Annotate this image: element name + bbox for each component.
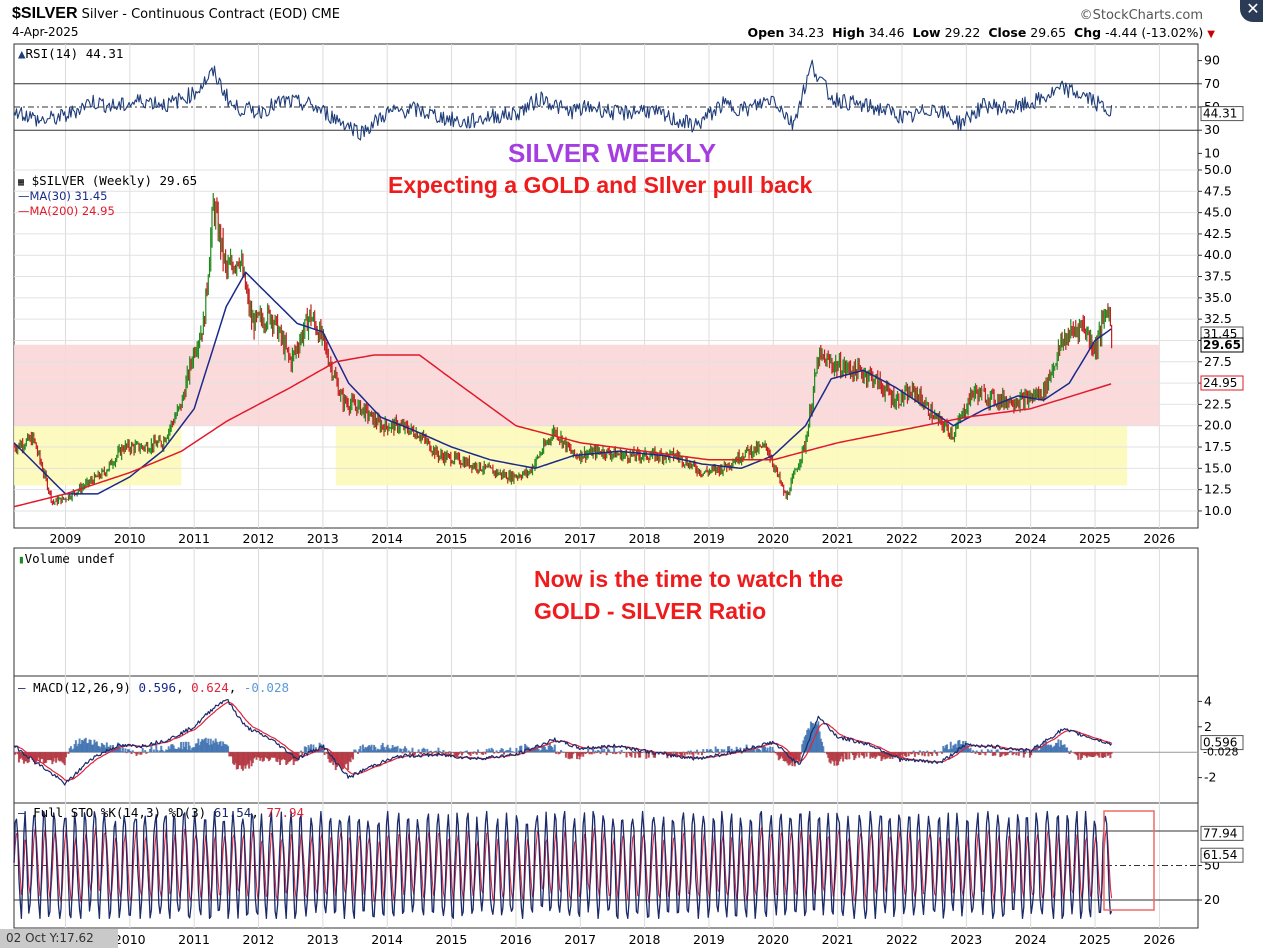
x-tick-label: 2021 — [822, 932, 854, 947]
y-tick-label: 10 — [1204, 145, 1220, 160]
x-tick-label: 2018 — [629, 932, 661, 947]
annotation-title: SILVER WEEKLY — [508, 138, 717, 168]
value-box — [1200, 825, 1244, 841]
x-tick-label: 2012 — [243, 932, 275, 947]
sto-legend: — Full STO %K(14,3) %D(3) 61.54, 77.94 — [18, 805, 305, 820]
y-tick-label: 32.5 — [1204, 311, 1232, 326]
y-tick-label: 90 — [1204, 53, 1220, 68]
x-tick-label: 2021 — [822, 531, 854, 546]
x-tick-label: 2020 — [757, 932, 789, 947]
annotation-subtitle: Expecting a GOLD and SIlver pull back — [388, 172, 813, 198]
x-tick-label: 2017 — [564, 531, 596, 546]
value-box-label: -0.028 — [1203, 746, 1238, 759]
x-tick-label: 2009 — [49, 531, 81, 546]
macd-line — [13, 699, 1113, 786]
y-tick-label: 45.0 — [1204, 205, 1232, 220]
close-button[interactable]: ✕ — [1240, 0, 1263, 22]
value-box-label: 24.95 — [1203, 376, 1237, 390]
y-tick-label: 30 — [1204, 122, 1220, 137]
y-tick-label: 20 — [1204, 892, 1220, 907]
x-tick-label: 2016 — [500, 531, 532, 546]
rsi-legend: ▲RSI(14) 44.31 — [18, 46, 124, 61]
y-tick-label: 15.0 — [1204, 460, 1232, 475]
value-box-label: 29.65 — [1203, 338, 1241, 352]
x-tick-label: 2011 — [178, 531, 210, 546]
chart-date: 4-Apr-2025 — [12, 25, 79, 39]
cursor-readout: 02 Oct Y:17.62 — [0, 929, 118, 948]
x-tick-label: 2014 — [371, 932, 403, 947]
x-tick-label: 2013 — [307, 932, 339, 947]
x-tick-label: 2018 — [629, 531, 661, 546]
x-tick-label: 2023 — [950, 932, 982, 947]
x-tick-label: 2016 — [500, 932, 532, 947]
y-tick-label: 40.0 — [1204, 247, 1232, 262]
volume-legend: ▮Volume undef — [18, 551, 115, 566]
ma30-line — [13, 271, 1112, 495]
exchange-label: CME — [311, 7, 340, 22]
value-box-label: 44.31 — [1203, 107, 1237, 121]
x-tick-label: 2023 — [950, 531, 982, 546]
y-tick-label: 4 — [1204, 693, 1212, 708]
y-tick-label: 42.5 — [1204, 226, 1232, 241]
y-tick-label: 37.5 — [1204, 269, 1232, 284]
x-tick-label: 2011 — [178, 932, 210, 947]
annotation-note-line1: Now is the time to watch the — [534, 566, 844, 592]
y-tick-label: 27.5 — [1204, 354, 1232, 369]
value-box — [1200, 847, 1244, 863]
y-tick-label: 2 — [1204, 719, 1212, 734]
ma200-line — [13, 354, 1112, 508]
x-tick-label: 2025 — [1079, 531, 1111, 546]
x-tick-label: 2015 — [436, 932, 468, 947]
x-tick-label: 2022 — [886, 932, 918, 947]
ohlc-readout: Open 34.23 High 34.46 Low 29.22 Close 29… — [747, 25, 1215, 40]
sto-k-line — [13, 810, 1113, 920]
y-tick-label: 20.0 — [1204, 418, 1232, 433]
x-tick-label: 2014 — [371, 531, 403, 546]
value-box-label: 61.54 — [1203, 848, 1237, 862]
rsi-line — [13, 59, 1113, 141]
x-tick-label: 2019 — [693, 932, 725, 947]
x-tick-label: 2022 — [886, 531, 918, 546]
value-box — [1200, 735, 1244, 751]
y-tick-label: 12.5 — [1204, 482, 1232, 497]
annotation-note-line2: GOLD - SILVER Ratio — [534, 598, 767, 624]
y-tick-label: 35.0 — [1204, 290, 1232, 305]
x-tick-label: 2012 — [243, 531, 275, 546]
y-tick-label: 47.5 — [1204, 183, 1232, 198]
highlight-box — [1103, 810, 1155, 911]
price-legend: ▦ $SILVER (Weekly) 29.65 — [18, 173, 198, 188]
value-box — [1200, 337, 1244, 353]
ma200-legend: —MA(200) 24.95 — [18, 204, 115, 218]
x-tick-label: 2024 — [1015, 932, 1047, 947]
x-tick-label: 2024 — [1015, 531, 1047, 546]
x-tick-label: 2025 — [1079, 932, 1111, 947]
y-tick-label: 10.0 — [1204, 503, 1232, 518]
x-tick-label: 2026 — [1143, 932, 1175, 947]
value-box — [1200, 375, 1244, 391]
x-tick-label: 2013 — [307, 531, 339, 546]
zone-support — [335, 425, 1128, 486]
y-tick-label: 22.5 — [1204, 396, 1232, 411]
x-tick-label: 2020 — [757, 531, 789, 546]
x-tick-label: 2010 — [114, 932, 146, 947]
x-tick-label: 2019 — [693, 531, 725, 546]
panel-frame-macd — [13, 675, 1199, 804]
x-tick-label: 2015 — [436, 531, 468, 546]
stockcharts-logo: ©StockCharts.com — [1079, 8, 1203, 23]
y-tick-label: 70 — [1204, 76, 1220, 91]
x-tick-label: 2026 — [1143, 531, 1175, 546]
x-tick-label: 2017 — [564, 932, 596, 947]
y-tick-label: 50.0 — [1204, 162, 1232, 177]
value-box — [1200, 106, 1244, 122]
y-tick-label: 17.5 — [1204, 439, 1232, 454]
y-tick-label: -2 — [1204, 770, 1216, 785]
value-box-label: 0.596 — [1203, 736, 1237, 750]
value-box-label: 77.94 — [1203, 826, 1237, 840]
ma30-legend: —MA(30) 31.45 — [18, 189, 108, 203]
x-tick-label: 2010 — [114, 531, 146, 546]
chart-title: $SILVER Silver - Continuous Contract (EO… — [12, 5, 340, 22]
macd-legend: — MACD(12,26,9) 0.596, 0.624, -0.028 — [18, 680, 289, 695]
